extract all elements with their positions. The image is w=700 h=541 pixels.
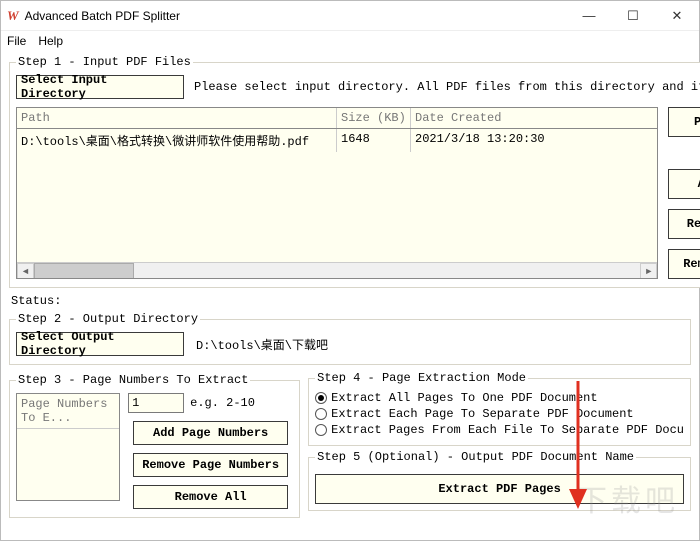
- file-grid[interactable]: Path Size (KB) Date Created D:\tools\桌面\…: [16, 107, 658, 279]
- hscroll-right-icon[interactable]: ►: [640, 263, 657, 279]
- radio-icon: [315, 424, 327, 436]
- page-numbers-list[interactable]: Page Numbers To E...: [16, 393, 120, 501]
- add-pdf-button[interactable]: Add PDF File: [668, 169, 700, 199]
- select-output-dir-button[interactable]: Select Output Directory: [16, 332, 184, 356]
- app-icon: W: [7, 8, 19, 24]
- radio-icon: [315, 408, 327, 420]
- page-list-header: Page Numbers To E...: [17, 394, 119, 429]
- output-path: D:\tools\桌面\下载吧: [196, 336, 328, 353]
- radio-extract-all[interactable]: Extract All Pages To One PDF Document: [315, 391, 684, 405]
- grid-header: Path Size (KB) Date Created: [17, 108, 657, 129]
- table-row[interactable]: D:\tools\桌面\格式转换\微讲师软件使用帮助.pdf 1648 2021…: [17, 129, 657, 152]
- radio3-label: Extract Pages From Each File To Separate…: [331, 423, 684, 437]
- step4-group: Step 4 - Page Extraction Mode Extract Al…: [308, 371, 691, 446]
- remove-all-pages-button[interactable]: Remove All: [133, 485, 288, 509]
- page-hint: e.g. 2-10: [190, 396, 255, 410]
- radio-extract-per-file[interactable]: Extract Pages From Each File To Separate…: [315, 423, 684, 437]
- remove-all-button[interactable]: Remove All Files: [668, 249, 700, 279]
- step1-legend: Step 1 - Input PDF Files: [16, 55, 193, 69]
- select-input-dir-button[interactable]: Select Input Directory: [16, 75, 184, 99]
- menubar: File Help: [1, 31, 699, 51]
- cell-path: D:\tools\桌面\格式转换\微讲师软件使用帮助.pdf: [17, 129, 337, 152]
- cell-size: 1648: [337, 129, 411, 152]
- status-label: Status:: [11, 294, 691, 308]
- step3-group: Step 3 - Page Numbers To Extract Page Nu…: [9, 373, 300, 518]
- add-page-numbers-button[interactable]: Add Page Numbers: [133, 421, 288, 445]
- extract-pdf-pages-button[interactable]: Extract PDF Pages: [315, 474, 684, 504]
- col-date[interactable]: Date Created: [411, 108, 657, 128]
- radio2-label: Extract Each Page To Separate PDF Docume…: [331, 407, 633, 421]
- minimize-button[interactable]: —: [567, 1, 611, 31]
- step4-legend: Step 4 - Page Extraction Mode: [315, 371, 528, 385]
- remove-pdf-button[interactable]: Remove PDF File: [668, 209, 700, 239]
- populate-grid-button[interactable]: Populate Grid: [668, 107, 700, 137]
- radio1-label: Extract All Pages To One PDF Document: [331, 391, 597, 405]
- step1-group: Step 1 - Input PDF Files Select Input Di…: [9, 55, 700, 288]
- maximize-button[interactable]: ☐: [611, 1, 655, 31]
- step2-group: Step 2 - Output Directory Select Output …: [9, 312, 691, 365]
- grid-hscrollbar[interactable]: ◄ ►: [17, 262, 657, 278]
- col-path[interactable]: Path: [17, 108, 337, 128]
- step5-group: Step 5 (Optional) - Output PDF Document …: [308, 450, 691, 511]
- step3-legend: Step 3 - Page Numbers To Extract: [16, 373, 250, 387]
- radio-extract-each-page[interactable]: Extract Each Page To Separate PDF Docume…: [315, 407, 684, 421]
- hscroll-thumb[interactable]: [34, 263, 134, 279]
- window-title: Advanced Batch PDF Splitter: [25, 9, 567, 23]
- menu-file[interactable]: File: [7, 34, 26, 48]
- close-button[interactable]: ✕: [655, 1, 699, 31]
- step1-hint: Please select input directory. All PDF f…: [194, 80, 700, 94]
- step2-legend: Step 2 - Output Directory: [16, 312, 200, 326]
- step5-legend: Step 5 (Optional) - Output PDF Document …: [315, 450, 636, 464]
- cell-date: 2021/3/18 13:20:30: [411, 129, 657, 152]
- titlebar: W Advanced Batch PDF Splitter — ☐ ✕: [1, 1, 699, 31]
- remove-page-numbers-button[interactable]: Remove Page Numbers: [133, 453, 288, 477]
- radio-icon: [315, 392, 327, 404]
- col-size[interactable]: Size (KB): [337, 108, 411, 128]
- page-number-input[interactable]: [128, 393, 184, 413]
- hscroll-left-icon[interactable]: ◄: [17, 263, 34, 279]
- menu-help[interactable]: Help: [38, 34, 63, 48]
